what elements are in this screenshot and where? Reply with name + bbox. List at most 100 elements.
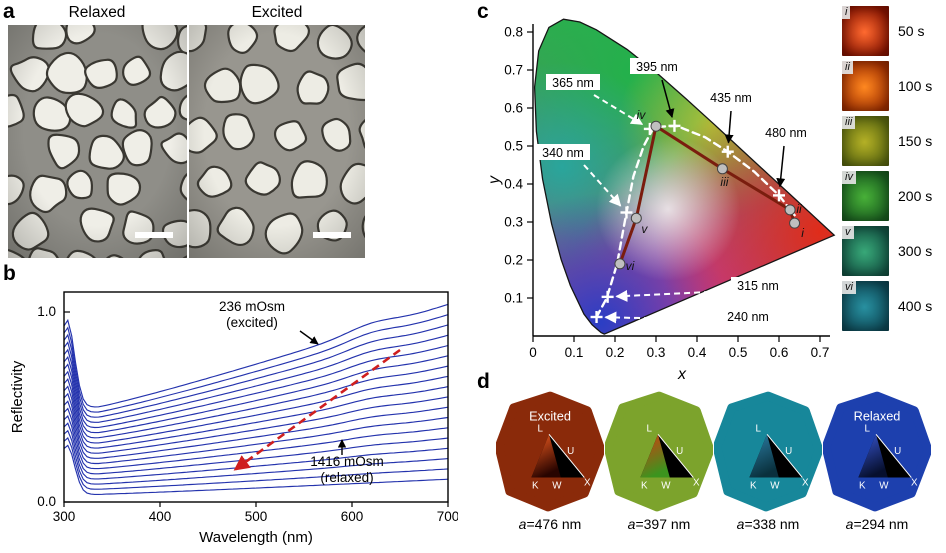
vertex-K: K xyxy=(641,480,648,491)
svg-text:0.2: 0.2 xyxy=(606,345,625,360)
svg-text:iv: iv xyxy=(637,108,647,122)
vertex-X: X xyxy=(911,477,918,488)
vertex-X: X xyxy=(693,477,700,488)
cell-caption: a=476 nm xyxy=(496,516,604,532)
svg-text:i: i xyxy=(801,226,804,240)
cell-state-label: Relaxed xyxy=(854,409,901,424)
y-axis-title: y xyxy=(486,175,503,185)
svg-text:0: 0 xyxy=(529,345,537,360)
vertex-W: W xyxy=(879,480,889,491)
cell-svg-0: Excited L U K W X xyxy=(496,391,604,512)
panel-c-label: c xyxy=(477,0,489,23)
gamut-gradient xyxy=(858,434,888,478)
svg-text:0.7: 0.7 xyxy=(811,345,830,360)
micrograph-thumb-ii: ii xyxy=(842,61,889,111)
photonic-cell-teal: L U K W X a=338 nm xyxy=(714,390,822,532)
gamut-gradient xyxy=(531,434,561,478)
scale-bar xyxy=(135,232,173,238)
svg-text:236 mOsm: 236 mOsm xyxy=(219,299,285,314)
cell-state-label: Excited xyxy=(529,409,571,424)
caption-value: =338 nm xyxy=(744,516,800,532)
cell-svg-2: L U K W X xyxy=(714,391,822,512)
osmolality-trend-arrow xyxy=(233,348,401,471)
vertex-X: X xyxy=(584,477,591,488)
sample-point-iv xyxy=(650,120,662,132)
thumbnail-row-ii: ii 100 s xyxy=(842,61,932,111)
thumb-time-label: 400 s xyxy=(898,298,933,314)
caption-value: =397 nm xyxy=(635,516,691,532)
thumb-index-label: iv xyxy=(842,171,856,184)
axes: 0 0.1 0.2 0.3 0.4 0.5 0.6 0.7 0.1 0.2 0.3 0.4 0.5 0.6… xyxy=(504,24,830,360)
panel-a-label: a xyxy=(3,0,15,23)
svg-text:v: v xyxy=(641,222,648,236)
svg-text:240 nm: 240 nm xyxy=(727,310,769,324)
cell-svg-3: Relaxed L U K W X xyxy=(823,391,931,512)
photonic-cell-green: L U K W X a=397 nm xyxy=(605,390,713,532)
micrograph-excited xyxy=(189,25,365,258)
thumb-time-label: 150 s xyxy=(898,133,933,149)
thumb-index-label: i xyxy=(842,6,851,19)
vignette xyxy=(189,25,365,258)
gamut-gradient xyxy=(640,434,670,478)
svg-text:0.4: 0.4 xyxy=(504,177,523,192)
svg-text:0.3: 0.3 xyxy=(504,215,523,230)
vertex-U: U xyxy=(567,446,574,457)
svg-text:435 nm: 435 nm xyxy=(710,91,752,105)
vertex-W: W xyxy=(770,480,780,491)
gamut-edge xyxy=(657,434,694,478)
svg-text:(excited): (excited) xyxy=(226,315,278,330)
vertex-L: L xyxy=(646,423,652,434)
svg-text:0.3: 0.3 xyxy=(647,345,666,360)
svg-text:iii: iii xyxy=(720,175,728,189)
svg-text:0.6: 0.6 xyxy=(504,101,523,116)
micrograph-thumb-i: i xyxy=(842,6,889,56)
svg-text:0.5: 0.5 xyxy=(504,139,523,154)
svg-text:600: 600 xyxy=(341,509,364,524)
svg-text:700: 700 xyxy=(437,509,458,524)
gamut-gradient xyxy=(749,434,779,478)
vertex-L: L xyxy=(864,423,870,434)
svg-text:(relaxed): (relaxed) xyxy=(320,470,373,485)
svg-text:0.0: 0.0 xyxy=(37,494,56,509)
gamut-edge xyxy=(766,434,803,478)
vertex-U: U xyxy=(785,446,792,457)
caption-var: a xyxy=(845,516,854,532)
reflectivity-plot: 300 400 500 600 700 0.0 1.0 Wavelength (nm) Refl… xyxy=(9,291,458,546)
x-axis-title: x xyxy=(677,366,687,383)
caption-value: =294 nm xyxy=(853,516,909,532)
thumbnail-row-v: v 300 s xyxy=(842,226,932,276)
thumb-index-label: v xyxy=(842,226,854,239)
svg-text:300: 300 xyxy=(53,509,76,524)
cell-caption: a=397 nm xyxy=(605,516,713,532)
vertex-U: U xyxy=(894,446,901,457)
caption-var: a xyxy=(518,516,527,532)
sample-point-v xyxy=(630,212,642,224)
vertex-W: W xyxy=(552,480,562,491)
panel-a-title-relaxed: Relaxed xyxy=(68,4,126,21)
photonic-cell-relaxed: Relaxed L U K W X a=294 nm xyxy=(823,390,931,532)
thumb-index-label: vi xyxy=(842,281,856,294)
svg-text:0.8: 0.8 xyxy=(504,25,523,40)
photonic-cell-excited: Excited L U K W X a=476 nm xyxy=(496,390,604,532)
spectral-locus-outline xyxy=(533,18,836,335)
vertex-K: K xyxy=(859,480,866,491)
sample-point-ii xyxy=(784,204,796,216)
vertex-K: K xyxy=(750,480,757,491)
caption-var: a xyxy=(627,516,636,532)
svg-text:0.2: 0.2 xyxy=(504,253,523,268)
panel-b-label: b xyxy=(3,262,16,285)
sample-point-vi xyxy=(614,258,626,270)
caption-value: =476 nm xyxy=(526,516,582,532)
thumb-index-label: iii xyxy=(842,116,856,129)
thumbnail-row-vi: vi 400 s xyxy=(842,281,932,331)
cell-caption: a=338 nm xyxy=(714,516,822,532)
thumbnail-row-iii: iii 150 s xyxy=(842,116,932,166)
vertex-L: L xyxy=(537,423,543,434)
reflectivity-curves xyxy=(64,303,448,495)
svg-text:ii: ii xyxy=(796,202,802,216)
vertex-W: W xyxy=(661,480,671,491)
svg-text:0.6: 0.6 xyxy=(770,345,789,360)
gamut-edge xyxy=(875,434,912,478)
micrograph-thumb-iv: iv xyxy=(842,171,889,221)
vertex-X: X xyxy=(802,477,809,488)
